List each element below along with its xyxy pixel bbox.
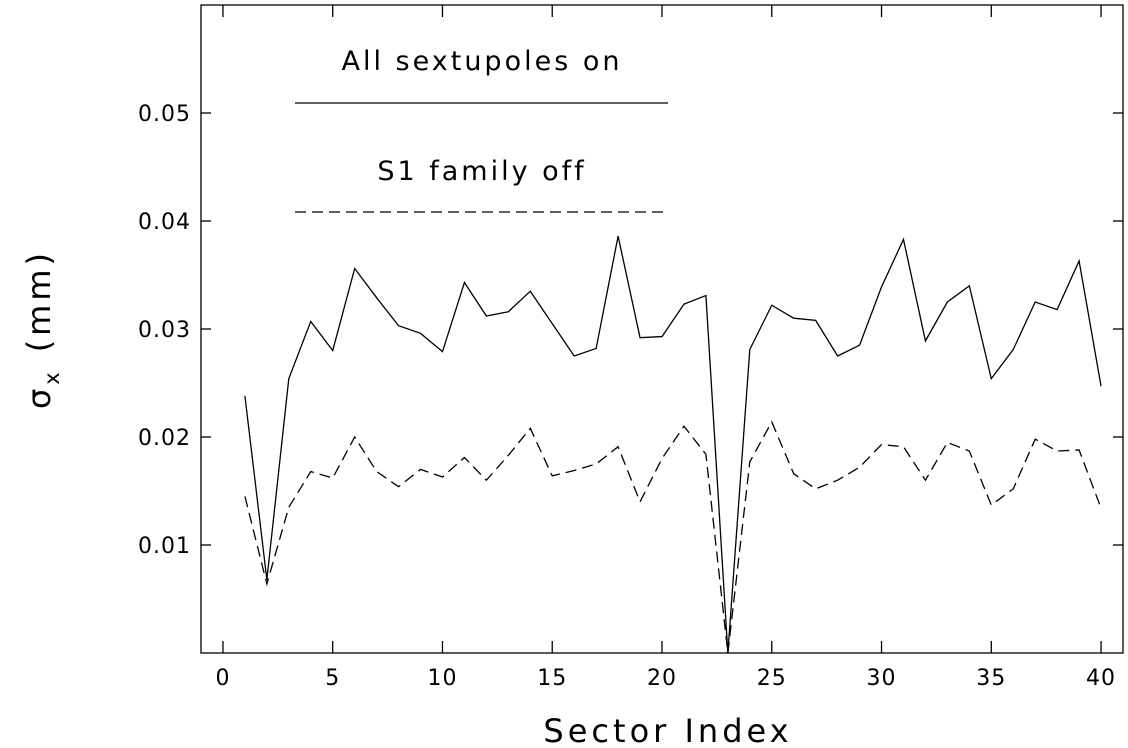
y-axis-unit: (mm) (20, 249, 58, 352)
series-line-dashed (244, 420, 1102, 654)
x-tick-label: 0 (215, 666, 230, 691)
y-axis-symbol: σ (20, 385, 58, 409)
svg-text:σx(mm): σx (mm) (20, 249, 64, 409)
x-tick-label: 5 (325, 666, 340, 691)
y-axis-subscript: x (40, 368, 64, 384)
y-axis-ticks: 0.01 0.02 0.03 0.04 0.05 (138, 102, 1123, 559)
x-tick-label: 40 (1086, 666, 1116, 691)
legend-entry-label: All sextupoles on (342, 46, 623, 77)
x-tick-label: 25 (757, 666, 787, 691)
x-axis-ticks: 0 5 10 15 20 25 30 35 40 (215, 5, 1116, 691)
series-line-solid (244, 235, 1102, 654)
y-tick-label: 0.04 (138, 210, 191, 235)
x-tick-label: 20 (647, 666, 677, 691)
x-axis-label: Sector Index (543, 712, 792, 748)
y-tick-label: 0.05 (138, 102, 191, 127)
x-tick-label: 10 (427, 666, 457, 691)
legend-entry-label: S1 family off (377, 156, 586, 187)
x-tick-label: 15 (537, 666, 567, 691)
y-tick-label: 0.01 (138, 534, 191, 559)
series-layer (244, 235, 1102, 654)
x-tick-label: 30 (867, 666, 897, 691)
plot-frame (200, 4, 1124, 654)
legend: All sextupoles on S1 family off (295, 46, 668, 213)
y-axis-label: σx (mm) (20, 249, 64, 409)
y-tick-label: 0.02 (138, 426, 191, 451)
x-tick-label: 35 (976, 666, 1006, 691)
y-tick-label: 0.03 (138, 318, 191, 343)
